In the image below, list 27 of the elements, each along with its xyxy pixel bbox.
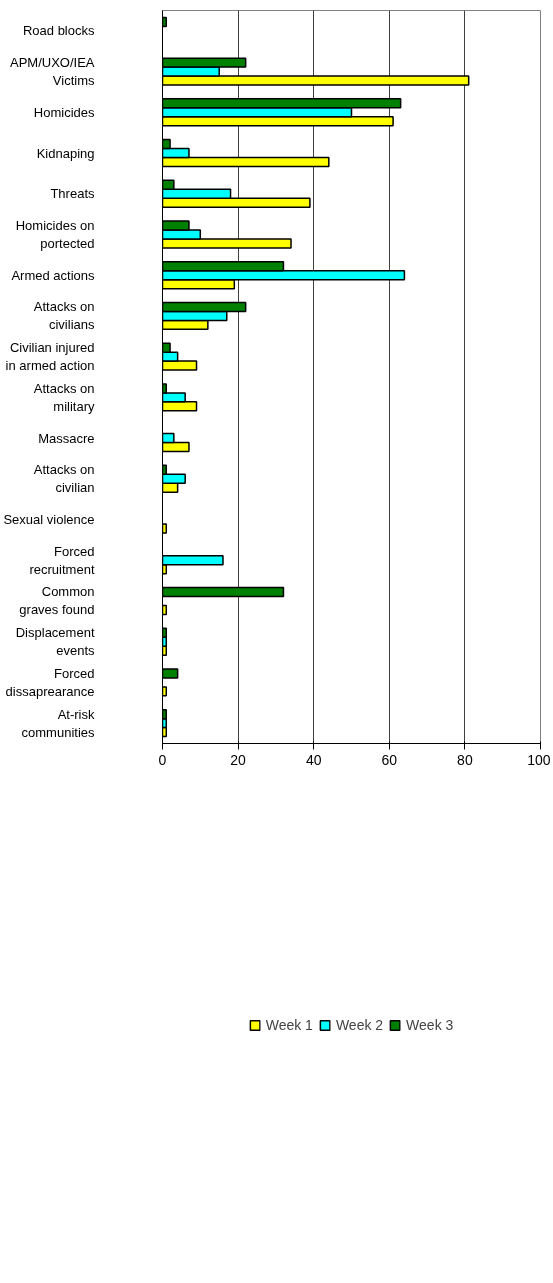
- legend-label: Week 1: [265, 1017, 313, 1033]
- y-tick-label: Attacks on military: [33, 380, 95, 414]
- y-tick-label: Civilian injured in armed action: [5, 340, 95, 374]
- y-tick-label: Homicides: [33, 104, 95, 120]
- y-tick-label: Road blocks: [22, 23, 95, 39]
- x-tick-label: 100: [527, 751, 551, 768]
- x-tick-label: 60: [381, 751, 398, 768]
- y-tick-label: Kidnaping: [36, 145, 95, 161]
- y-tick-label: Massacre: [38, 430, 95, 446]
- x-tick-label: 80: [457, 751, 473, 768]
- y-tick-label: Displacement events: [15, 625, 95, 659]
- y-tick-label: Sexual violence: [3, 512, 95, 528]
- y-tick-label: Forced dissaprearance: [5, 665, 95, 699]
- x-tick-label: 0: [158, 751, 167, 768]
- y-tick-label: Armed actions: [11, 267, 95, 283]
- legend-label: Week 2: [335, 1017, 384, 1033]
- y-tick-label: Homicides on portected: [15, 217, 95, 251]
- x-tick-label: 40: [305, 751, 322, 768]
- x-tick-label: 20: [230, 751, 247, 768]
- y-tick-label: Attacks on civilian: [33, 462, 95, 496]
- y-tick-label: Threats: [50, 186, 95, 202]
- y-tick-label: Common graves found: [19, 584, 95, 618]
- y-tick-label: APM/UXO/IEA Victims: [9, 55, 95, 89]
- y-tick-label: Attacks on civilians: [33, 299, 95, 333]
- y-tick-label: At-risk communities: [21, 706, 95, 740]
- y-tick-label: Forced recruitment: [29, 543, 95, 577]
- legend-label: Week 3: [406, 1017, 454, 1033]
